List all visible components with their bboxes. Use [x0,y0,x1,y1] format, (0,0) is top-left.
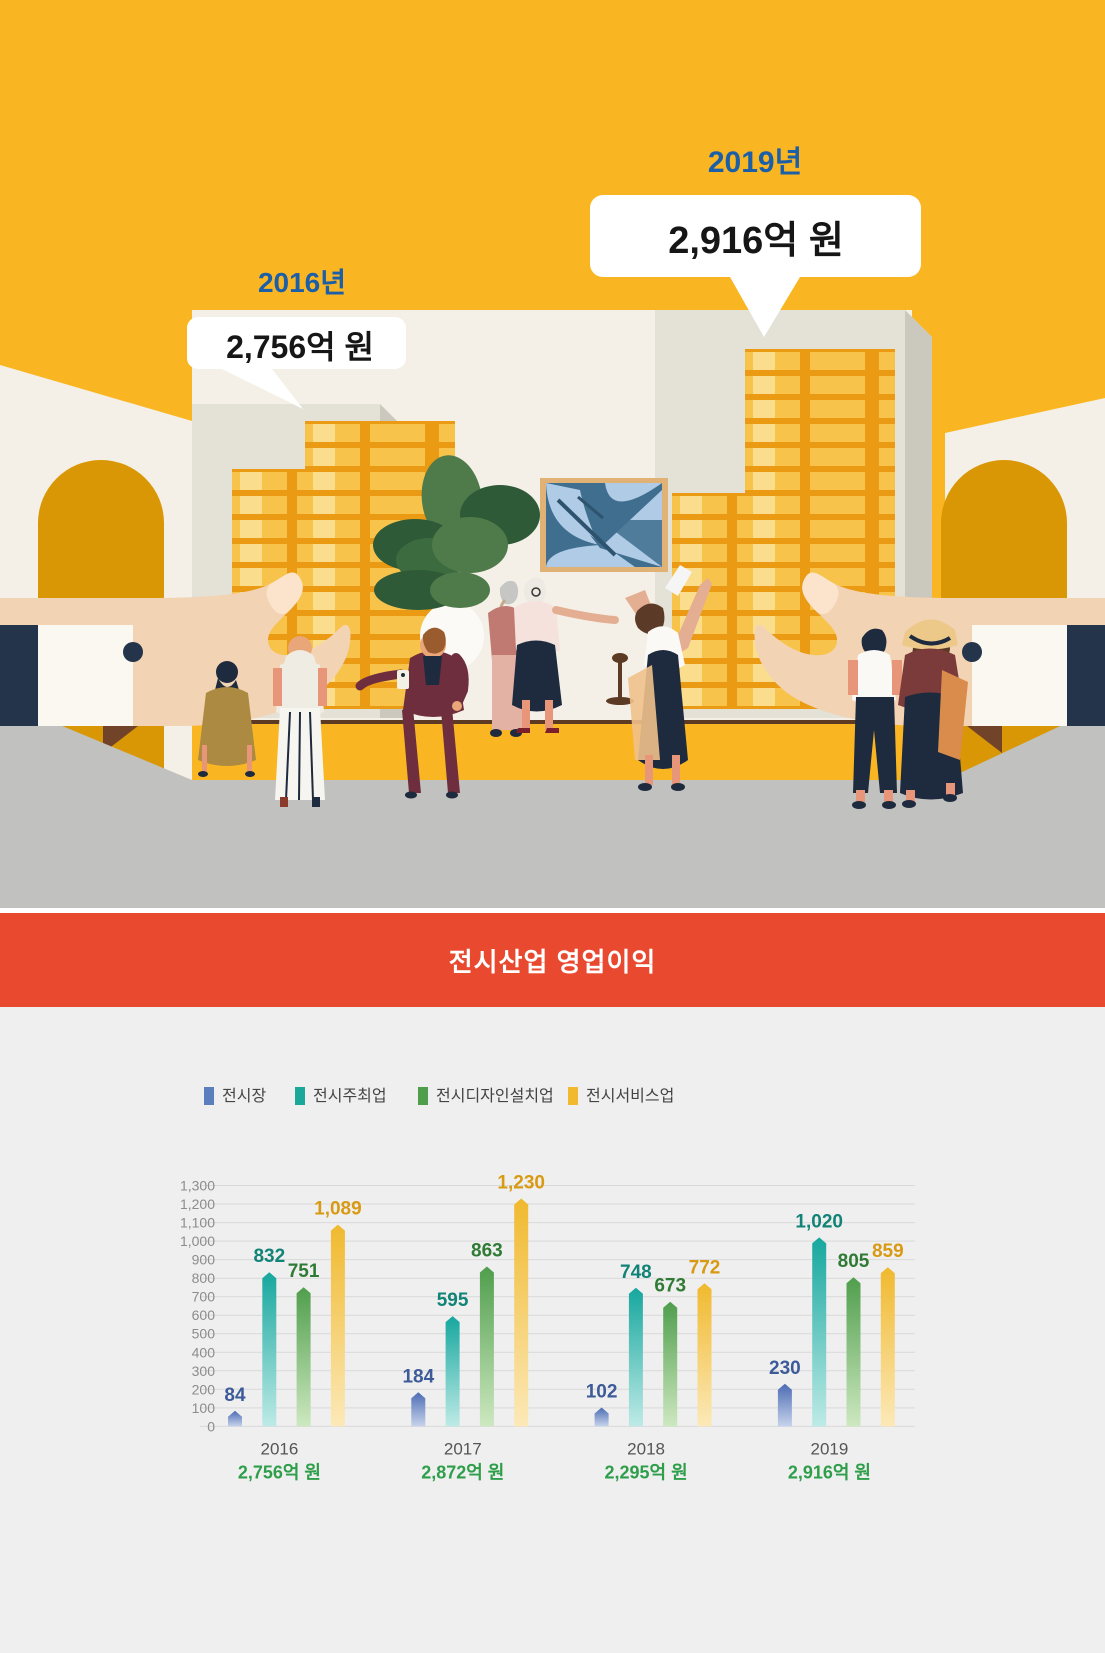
svg-text:2019: 2019 [810,1439,848,1458]
svg-text:900: 900 [192,1252,216,1268]
svg-text:772: 772 [689,1257,721,1278]
svg-text:2017: 2017 [444,1439,482,1458]
svg-text:2,295억 원: 2,295억 원 [605,1462,688,1482]
svg-text:748: 748 [620,1262,652,1283]
svg-text:2019년: 2019년 [708,146,802,179]
svg-text:1,230: 1,230 [497,1173,545,1194]
svg-text:1,020: 1,020 [795,1211,843,1232]
svg-text:102: 102 [586,1382,618,1403]
svg-text:1,100: 1,100 [180,1215,215,1231]
svg-text:600: 600 [192,1307,216,1323]
svg-text:전시장: 전시장 [222,1087,266,1105]
svg-text:100: 100 [192,1400,216,1416]
svg-text:2,916억 원: 2,916억 원 [788,1462,871,1482]
svg-text:805: 805 [838,1251,870,1272]
svg-text:700: 700 [192,1289,216,1305]
svg-text:1,200: 1,200 [180,1196,215,1212]
svg-text:2018: 2018 [627,1439,665,1458]
svg-text:595: 595 [437,1290,469,1311]
svg-text:500: 500 [192,1326,216,1342]
svg-text:300: 300 [192,1363,216,1379]
svg-text:859: 859 [872,1241,904,1262]
svg-text:400: 400 [192,1344,216,1360]
svg-text:0: 0 [207,1418,215,1434]
svg-text:전시서비스업: 전시서비스업 [586,1087,674,1105]
svg-text:800: 800 [192,1270,216,1286]
svg-text:2,756억 원: 2,756억 원 [238,1462,321,1482]
svg-text:전시주최업: 전시주최업 [313,1087,387,1105]
svg-text:84: 84 [224,1385,246,1406]
svg-text:2,872억 원: 2,872억 원 [421,1462,504,1482]
svg-text:832: 832 [253,1246,285,1267]
svg-text:2016: 2016 [260,1439,298,1458]
svg-text:184: 184 [402,1366,434,1387]
svg-text:2,916억 원: 2,916억 원 [668,220,844,262]
svg-text:1,000: 1,000 [180,1233,215,1249]
svg-text:863: 863 [471,1241,503,1262]
svg-text:1,089: 1,089 [314,1199,362,1220]
svg-text:751: 751 [288,1261,320,1282]
svg-text:전시디자인설치업: 전시디자인설치업 [436,1087,554,1105]
svg-text:673: 673 [654,1276,686,1297]
svg-text:200: 200 [192,1381,216,1397]
svg-text:1,300: 1,300 [180,1178,215,1194]
svg-text:230: 230 [769,1358,801,1379]
svg-text:2,756억 원: 2,756억 원 [226,329,374,365]
svg-text:2016년: 2016년 [258,267,346,298]
